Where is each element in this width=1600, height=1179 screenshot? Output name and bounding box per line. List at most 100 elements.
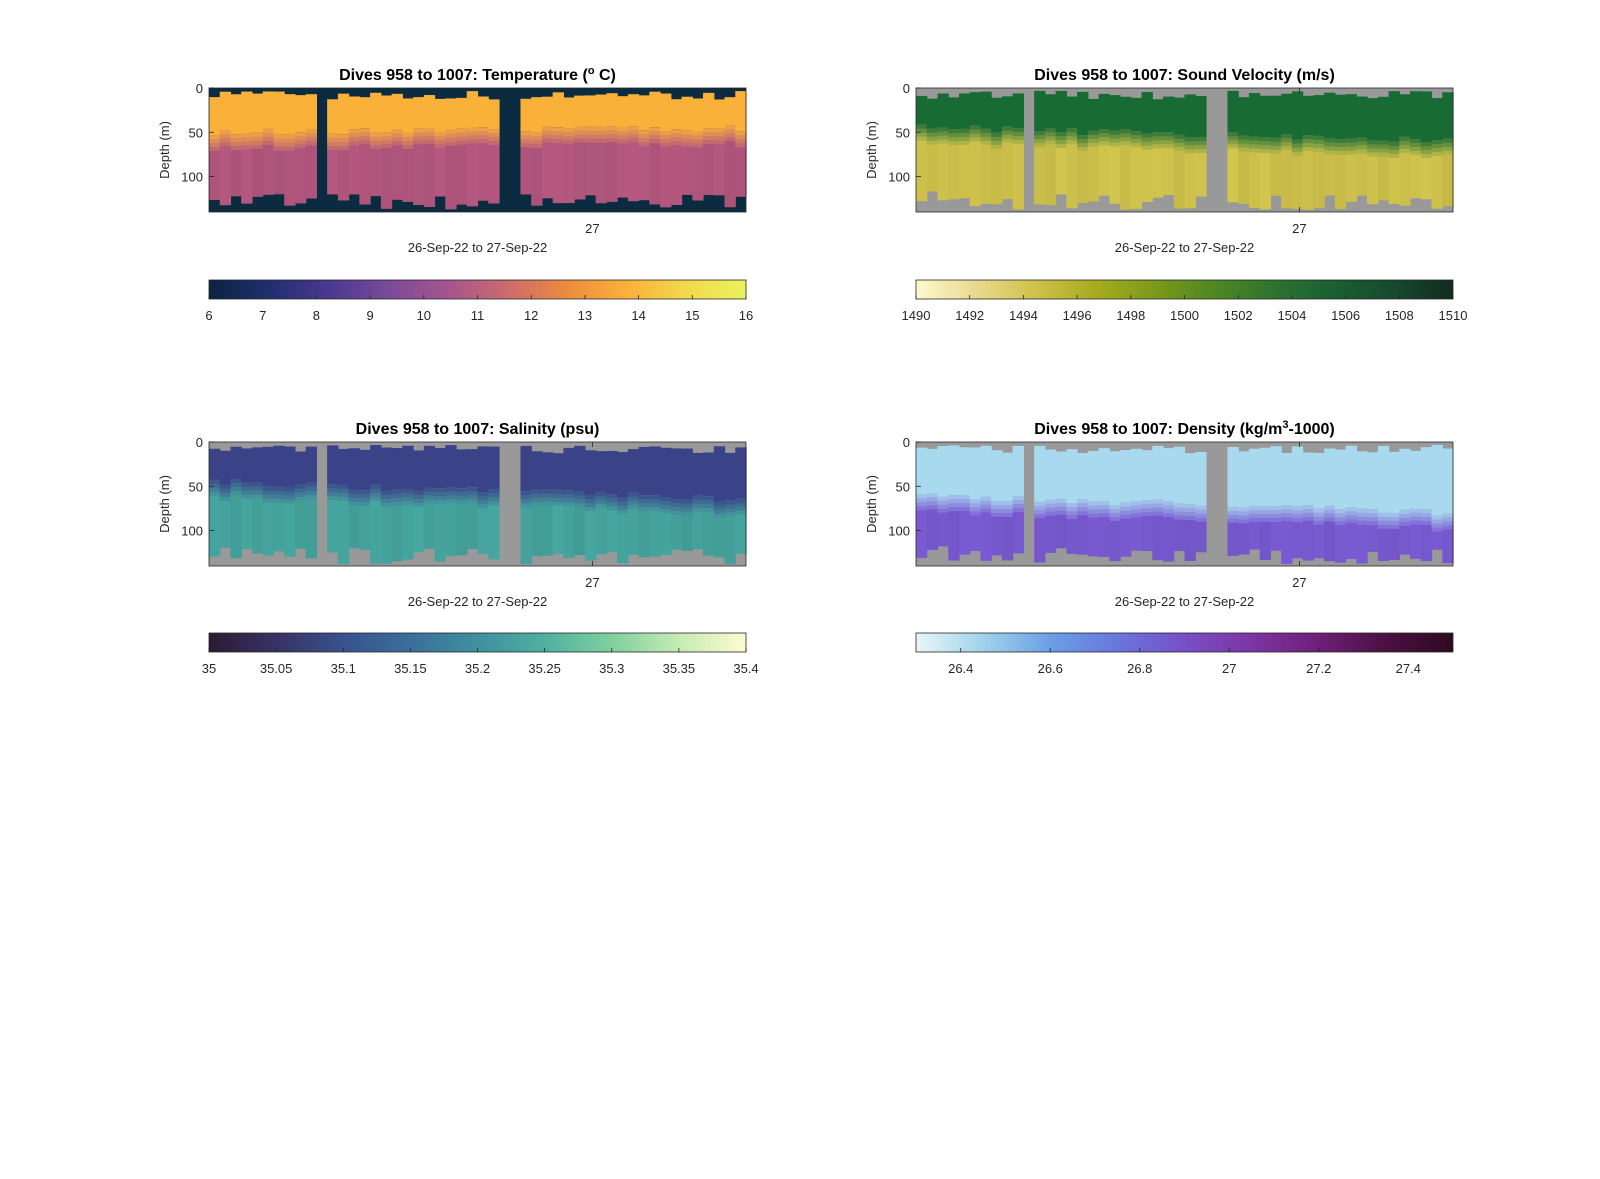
transition-cell: [1442, 150, 1454, 156]
transition-cell: [1120, 506, 1132, 512]
transition-cell: [1066, 136, 1078, 141]
lower-cell: [1012, 144, 1024, 210]
lower-cell: [1152, 515, 1164, 561]
upper-cell: [434, 98, 446, 132]
transition-cell: [969, 125, 982, 131]
transition-cell: [948, 137, 960, 142]
transition-cell: [520, 143, 532, 148]
transition-cell: [552, 501, 565, 507]
transition-cell: [1259, 505, 1272, 511]
transition-cell: [413, 140, 425, 145]
transition-cell: [670, 510, 683, 516]
transition-cell: [563, 494, 575, 499]
transition-cell: [1420, 513, 1433, 518]
colorbar-tick-label: 35.1: [331, 661, 356, 676]
colorbar-tick-label: 1492: [955, 308, 984, 323]
upper-cell: [606, 450, 618, 495]
lower-cell: [1399, 152, 1411, 206]
lower-cell: [327, 149, 339, 195]
transition-cell: [456, 500, 468, 505]
transition-cell: [735, 139, 747, 144]
transition-cell: [1377, 144, 1390, 150]
transition-cell: [1152, 499, 1164, 505]
transition-cell: [284, 491, 296, 497]
lower-cell: [948, 511, 960, 561]
transition-cell: [337, 134, 350, 139]
transition-cell: [1270, 141, 1282, 147]
transition-cell: [370, 136, 382, 142]
upper-cell: [617, 96, 629, 128]
transition-cell: [1291, 151, 1304, 157]
transition-cell: [660, 497, 672, 502]
data-column: [1313, 452, 1325, 559]
upper-cell: [916, 95, 928, 125]
upper-cell: [969, 92, 982, 126]
chart-title: Dives 958 to 1007: Density (kg/m3-1000): [1034, 419, 1334, 438]
transition-cell: [348, 489, 360, 495]
transition-cell: [670, 137, 683, 142]
transition-cell: [670, 502, 683, 508]
panel-4: 0 50 100 27 26-Sep-22 to 27-Sep-22 Depth (m) D…: [864, 419, 1454, 676]
lower-cell: [1141, 516, 1153, 552]
data-column: [1130, 448, 1143, 551]
upper-cell: [980, 91, 992, 129]
upper-cell: [1399, 448, 1411, 510]
y-tick-label: 100: [181, 170, 203, 185]
lower-cell: [305, 498, 317, 559]
transition-cell: [649, 507, 661, 512]
x-tick-label: 27: [585, 575, 599, 590]
lower-cell: [456, 504, 468, 556]
transition-cell: [434, 488, 446, 493]
data-column: [969, 447, 982, 552]
transition-cell: [305, 486, 317, 492]
transition-cell: [681, 142, 693, 148]
data-column: [1420, 91, 1433, 200]
transition-cell: [1420, 509, 1433, 514]
upper-cell: [595, 94, 607, 127]
lower-cell: [1044, 515, 1057, 553]
data-column: [413, 450, 425, 553]
data-column: [926, 98, 939, 192]
transition-cell: [563, 498, 575, 503]
data-column: [1130, 97, 1143, 209]
transition-cell: [627, 492, 640, 498]
upper-cell: [948, 445, 960, 496]
upper-cell: [1388, 91, 1400, 142]
y-axis-label: Depth (m): [157, 475, 172, 533]
transition-cell: [916, 506, 928, 511]
upper-cell: [1077, 453, 1089, 500]
transition-cell: [937, 127, 949, 133]
transition-cell: [1184, 516, 1196, 521]
transition-cell: [209, 483, 221, 489]
transition-cell: [1431, 515, 1443, 521]
data-column: [735, 447, 747, 554]
transition-cell: [1141, 137, 1153, 143]
transition-cell: [1184, 512, 1196, 517]
transition-cell: [1109, 130, 1121, 136]
transition-cell: [1163, 505, 1175, 510]
transition-cell: [262, 140, 275, 146]
lower-cell: [1001, 517, 1014, 561]
colorbar-tick-label: 1496: [1063, 308, 1092, 323]
transition-cell: [1388, 520, 1400, 526]
transition-cell: [423, 131, 436, 137]
lower-cell: [724, 141, 736, 208]
transition-cell: [1313, 512, 1325, 518]
transition-cell: [477, 504, 489, 509]
upper-cell: [1195, 451, 1207, 506]
transition-cell: [638, 495, 650, 500]
lower-cell: [649, 511, 661, 557]
transition-cell: [531, 135, 543, 141]
transition-cell: [1356, 149, 1368, 154]
transition-cell: [1227, 132, 1239, 137]
transition-cell: [1291, 514, 1304, 519]
lower-cell: [520, 147, 532, 195]
transition-cell: [1163, 501, 1175, 506]
transition-cell: [1066, 515, 1078, 520]
transition-cell: [649, 131, 661, 136]
data-column: [434, 98, 446, 197]
transition-cell: [692, 139, 704, 144]
data-column: [1356, 96, 1368, 196]
colorbar-tick-label: 35: [202, 661, 216, 676]
transition-cell: [273, 490, 285, 496]
